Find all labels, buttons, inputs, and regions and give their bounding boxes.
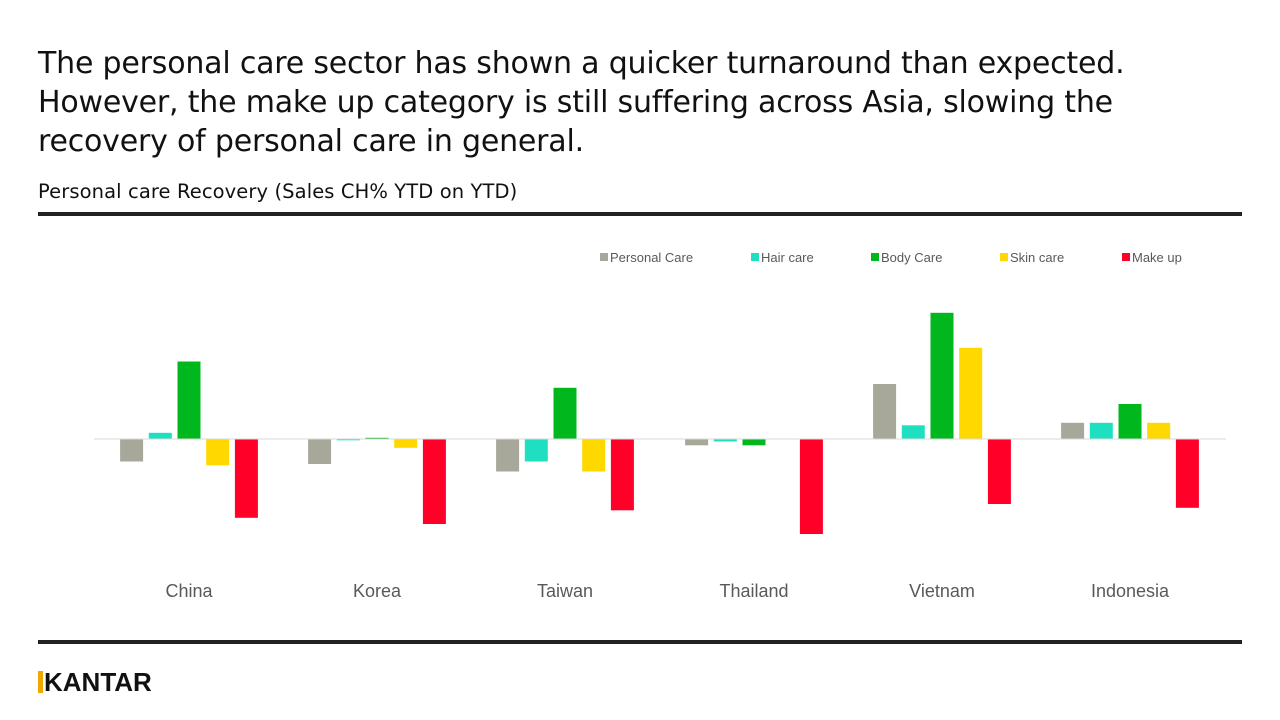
bar-thailand-personal-care xyxy=(685,439,709,446)
x-tick-label-indonesia: Indonesia xyxy=(1091,581,1170,601)
legend-swatch xyxy=(751,253,759,261)
legend-label: Body Care xyxy=(881,250,942,265)
bar-vietnam-skin-care xyxy=(959,347,983,440)
bar-taiwan-personal-care xyxy=(496,439,520,472)
bar-indonesia-body-care xyxy=(1118,404,1142,439)
legend-swatch xyxy=(871,253,879,261)
bar-thailand-body-care xyxy=(742,439,766,446)
bar-taiwan-skin-care xyxy=(582,439,606,472)
bar-vietnam-make-up xyxy=(987,439,1011,504)
bar-china-personal-care xyxy=(120,439,144,462)
bar-indonesia-skin-care xyxy=(1147,422,1171,440)
bar-china-skin-care xyxy=(206,439,230,466)
bottom-divider xyxy=(38,640,1242,644)
bar-thailand-hair-care xyxy=(713,439,737,442)
bar-korea-skin-care xyxy=(394,439,418,448)
logo-mark xyxy=(38,671,43,693)
chart-bars xyxy=(120,312,1199,534)
bar-taiwan-body-care xyxy=(553,387,577,440)
legend-label: Skin care xyxy=(1010,250,1064,265)
chart-legend: Personal Care Hair care Body Care Skin care… xyxy=(600,250,1182,265)
bar-china-hair-care xyxy=(148,432,172,440)
x-tick-label-china: China xyxy=(165,581,213,601)
legend-item-hair-care: Hair care xyxy=(751,250,814,265)
legend-label: Make up xyxy=(1132,250,1182,265)
bar-vietnam-body-care xyxy=(930,312,954,440)
bar-korea-body-care xyxy=(365,437,389,440)
bar-china-make-up xyxy=(234,439,258,518)
top-divider xyxy=(38,212,1242,216)
legend-label: Hair care xyxy=(761,250,814,265)
x-axis-labels: China Korea Taiwan Thailand Vietnam Indonesia xyxy=(165,581,1170,601)
x-tick-label-thailand: Thailand xyxy=(719,581,788,601)
bar-china-body-care xyxy=(177,361,201,439)
legend-swatch xyxy=(600,253,608,261)
x-tick-label-taiwan: Taiwan xyxy=(537,581,593,601)
bar-korea-hair-care xyxy=(336,439,360,441)
legend-item-body-care: Body Care xyxy=(871,250,942,265)
bar-korea-personal-care xyxy=(308,439,332,464)
kantar-logo: KANTAR xyxy=(38,668,152,696)
legend-label: Personal Care xyxy=(610,250,693,265)
bar-vietnam-hair-care xyxy=(901,425,925,440)
legend-item-personal-care: Personal Care xyxy=(600,250,693,265)
legend-swatch xyxy=(1122,253,1130,261)
bar-taiwan-hair-care xyxy=(524,439,548,462)
x-tick-label-vietnam: Vietnam xyxy=(909,581,975,601)
chart-subtitle: Personal care Recovery (Sales CH% YTD on… xyxy=(38,180,518,203)
bar-indonesia-hair-care xyxy=(1089,422,1113,440)
bar-thailand-make-up xyxy=(799,439,823,534)
x-tick-label-korea: Korea xyxy=(353,581,402,601)
legend-item-make-up: Make up xyxy=(1122,250,1182,265)
bar-taiwan-make-up xyxy=(610,439,634,511)
bar-vietnam-personal-care xyxy=(873,384,897,439)
bar-indonesia-make-up xyxy=(1175,439,1199,508)
logo-text: KANTAR xyxy=(44,667,152,697)
headline: The personal care sector has shown a qui… xyxy=(38,46,1125,159)
bar-indonesia-personal-care xyxy=(1061,422,1085,440)
legend-item-skin-care: Skin care xyxy=(1000,250,1064,265)
bar-korea-make-up xyxy=(422,439,446,524)
legend-swatch xyxy=(1000,253,1008,261)
